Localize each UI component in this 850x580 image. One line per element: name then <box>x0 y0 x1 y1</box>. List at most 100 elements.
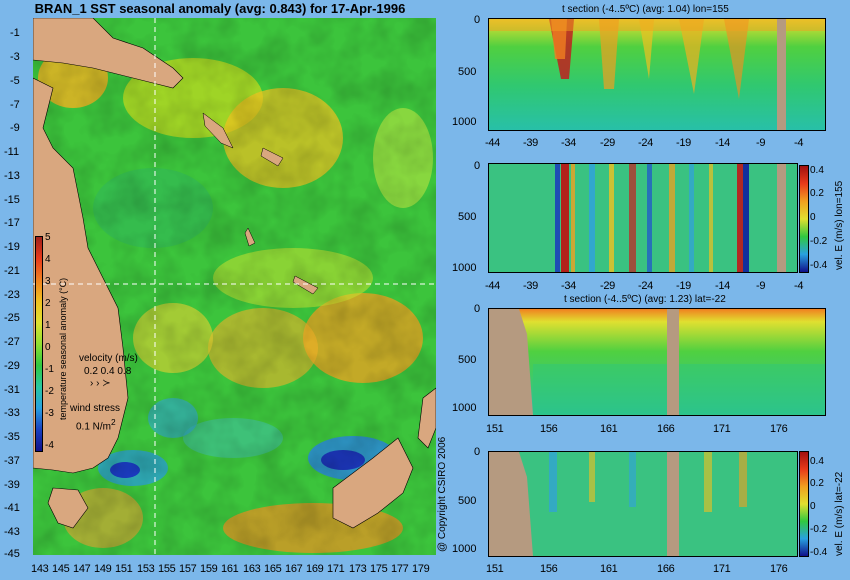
panel2-x-tick: -4 <box>794 280 804 292</box>
panel2-cbar-tick: 0 <box>810 212 816 223</box>
map-y-tick: -33 <box>4 407 20 419</box>
panel4-y-tick: 0 <box>474 446 481 458</box>
map-x-tick: 177 <box>391 563 409 575</box>
map-y-tick: -13 <box>4 170 20 182</box>
panel2-x-tick: -39 <box>523 280 538 292</box>
panel4-x-tick: 176 <box>770 563 788 575</box>
sst-cbar-tick-0: 0 <box>45 342 51 353</box>
map-y-tick: -45 <box>4 548 20 560</box>
map-y-tick: -3 <box>10 51 20 63</box>
panel4-svg <box>489 452 797 556</box>
panel4-cbar-tick: -0.4 <box>810 547 828 558</box>
panel1-x-tick: -24 <box>638 137 653 149</box>
map-x-tick: 169 <box>306 563 324 575</box>
panel3-svg <box>489 309 825 415</box>
wind-stress-label: wind stress <box>70 403 121 414</box>
map-y-tick: -1 <box>10 27 20 39</box>
panel3-t-section-lat <box>488 308 826 416</box>
panel2-x-tick: -14 <box>715 280 730 292</box>
panel1-y-tick: 500 <box>458 66 477 78</box>
panel4-vel-section-lat <box>488 451 798 557</box>
map-y-tick: -19 <box>4 241 20 253</box>
panel3-title: t section (-4..5ºC) (avg: 1.23) lat=-22 <box>564 294 726 305</box>
panel2-x-tick: -24 <box>638 280 653 292</box>
panel4-cbar-tick: 0 <box>810 501 816 512</box>
panel1-x-tick: -39 <box>523 137 538 149</box>
panel4-x-tick: 156 <box>540 563 558 575</box>
panel2-colorbar <box>799 165 809 273</box>
panel2-cbar-tick: 0.2 <box>810 188 824 199</box>
sst-cbar-tick-3: 3 <box>45 276 51 287</box>
map-y-tick: -7 <box>10 99 20 111</box>
panel4-x-tick: 151 <box>486 563 504 575</box>
sst-cbar-tick-4: 4 <box>45 254 51 265</box>
panel3-x-tick: 166 <box>657 423 675 435</box>
map-x-tick: 151 <box>115 563 133 575</box>
panel2-svg <box>489 164 797 272</box>
map-y-tick: -9 <box>10 122 20 134</box>
panel2-x-tick: -44 <box>485 280 500 292</box>
panel4-cbar-tick: 0.4 <box>810 456 824 467</box>
panel4-colorbar <box>799 451 809 557</box>
sst-map-svg <box>33 18 436 555</box>
panel4-side-label: vel. E (m/s) lat=-22 <box>834 471 845 556</box>
panel3-y-tick: 0 <box>474 303 481 315</box>
map-x-tick: 145 <box>52 563 70 575</box>
map-x-tick: 163 <box>243 563 261 575</box>
chart-title: BRAN_1 SST seasonal anomaly (avg: 0.843)… <box>34 1 406 16</box>
sst-cbar-tick-m3: -3 <box>45 408 54 419</box>
panel3-x-tick: 156 <box>540 423 558 435</box>
map-x-tick: 153 <box>137 563 155 575</box>
map-y-tick: -29 <box>4 360 20 372</box>
map-y-tick: -17 <box>4 217 20 229</box>
panel1-x-tick: -29 <box>600 137 615 149</box>
map-x-tick: 149 <box>94 563 112 575</box>
map-y-tick: -21 <box>4 265 20 277</box>
panel4-y-tick: 1000 <box>452 543 477 555</box>
map-x-tick: 171 <box>327 563 345 575</box>
panel3-x-tick: 161 <box>600 423 618 435</box>
map-x-tick: 143 <box>31 563 49 575</box>
panel2-x-tick: -9 <box>756 280 766 292</box>
map-y-tick: -41 <box>4 502 20 514</box>
map-x-tick: 173 <box>349 563 367 575</box>
panel2-y-tick: 0 <box>474 160 481 172</box>
map-x-tick: 165 <box>264 563 282 575</box>
panel4-x-tick: 171 <box>713 563 731 575</box>
panel4-x-tick: 161 <box>600 563 618 575</box>
sst-colorbar-label: temperature seasonal anomaly (°C) <box>58 277 68 420</box>
panel3-x-tick: 151 <box>486 423 504 435</box>
map-y-tick: -15 <box>4 194 20 206</box>
panel1-title: t section (-4..5ºC) (avg: 1.04) lon=155 <box>562 4 729 15</box>
map-y-tick: -39 <box>4 479 20 491</box>
sst-cbar-tick-5: 5 <box>45 232 51 243</box>
map-y-tick: -11 <box>4 146 20 158</box>
map-x-tick: 155 <box>158 563 176 575</box>
wind-stress-value: 0.1 N/m2 <box>76 417 116 433</box>
map-x-tick: 175 <box>370 563 388 575</box>
panel1-x-tick: -34 <box>561 137 576 149</box>
panel1-svg <box>489 19 825 130</box>
panel2-cbar-tick: 0.4 <box>810 165 824 176</box>
panel3-x-tick: 176 <box>770 423 788 435</box>
panel1-x-tick: -19 <box>676 137 691 149</box>
panel3-x-tick: 171 <box>713 423 731 435</box>
map-y-tick: -35 <box>4 431 20 443</box>
panel3-y-tick: 500 <box>458 354 477 366</box>
sst-cbar-tick-m4: -4 <box>45 440 54 451</box>
velocity-legend-values: 0.2 0.4 0.8 <box>84 366 132 377</box>
sst-cbar-tick-2: 2 <box>45 298 51 309</box>
map-y-tick: -37 <box>4 455 20 467</box>
panel1-t-section-lon <box>488 18 826 131</box>
panel2-cbar-tick: -0.4 <box>810 260 828 271</box>
panel2-vel-section-lon <box>488 163 798 273</box>
map-y-tick: -31 <box>4 384 20 396</box>
panel2-cbar-tick: -0.2 <box>810 236 828 247</box>
sst-cbar-tick-1: 1 <box>45 320 51 331</box>
sst-cbar-tick-m2: -2 <box>45 386 54 397</box>
map-y-tick: -27 <box>4 336 20 348</box>
map-x-tick: 159 <box>200 563 218 575</box>
panel1-x-tick: -14 <box>715 137 730 149</box>
panel4-cbar-tick: -0.2 <box>810 524 828 535</box>
map-y-tick: -43 <box>4 526 20 538</box>
